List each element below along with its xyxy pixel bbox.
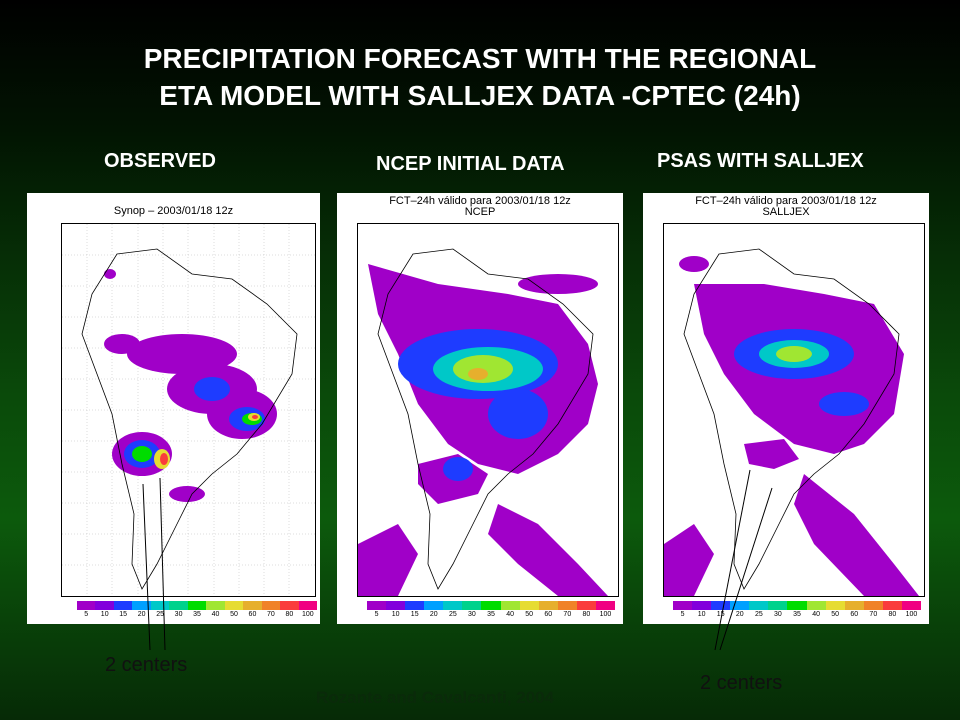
map-title-ncep: FCT–24h válido para 2003/01/18 12z — [389, 195, 571, 207]
arrow-left-2 — [159, 477, 166, 651]
map-subtitle-ncep: NCEP — [464, 206, 496, 218]
citation-credit: Rozante and Cavalcanti, 2004 — [316, 688, 555, 707]
colorbar-labels-observed: 5 10 15 20 25 30 35 40 50 60 70 80 100 — [84, 611, 314, 618]
map-panel-psas: FCT–24h válido para 2003/01/18 12z SALLJ… — [643, 193, 929, 624]
arrow-right-2 — [719, 487, 773, 651]
label-observed: OBSERVED — [104, 150, 216, 172]
label-ncep: NCEP INITIAL DATA — [376, 153, 565, 175]
colorbar-labels-ncep: 5 10 15 20 25 30 35 40 50 60 70 80 100 — [374, 611, 612, 618]
psas-precip-map — [664, 248, 919, 596]
map-title-psas: FCT–24h válido para 2003/01/18 12z — [695, 195, 877, 207]
arrow-right-1 — [714, 469, 751, 651]
map-frame-ncep — [357, 223, 619, 597]
map-title-observed: Synop – 2003/01/18 12z — [113, 205, 234, 217]
map-frame-psas — [663, 223, 925, 597]
ncep-precip-map — [358, 248, 608, 596]
label-psas: PSAS WITH SALLJEX — [657, 150, 864, 172]
note-two-centers-left: 2 centers — [105, 654, 188, 676]
map-panel-observed: Synop – 2003/01/18 12z — [27, 193, 320, 624]
arrow-left-1 — [142, 483, 151, 651]
colorbar-psas — [673, 601, 922, 610]
slide-title: PRECIPITATION FORECAST WITH THE REGIONAL… — [0, 40, 960, 114]
colorbar-labels-psas: 5 10 15 20 25 30 35 40 50 60 70 80 100 — [680, 611, 918, 618]
colorbar-observed — [77, 601, 318, 610]
title-line-1: PRECIPITATION FORECAST WITH THE REGIONAL — [143, 43, 817, 74]
colorbar-ncep — [367, 601, 616, 610]
map-frame-observed — [61, 223, 316, 597]
note-two-centers-right: 2 centers — [700, 672, 783, 694]
observed-precip-map — [62, 224, 315, 596]
map-subtitle-psas: SALLJEX — [762, 206, 810, 218]
title-line-2: ETA MODEL WITH SALLJEX DATA -CPTEC (24h) — [159, 80, 801, 111]
map-panel-ncep: FCT–24h válido para 2003/01/18 12z NCEP … — [337, 193, 623, 624]
